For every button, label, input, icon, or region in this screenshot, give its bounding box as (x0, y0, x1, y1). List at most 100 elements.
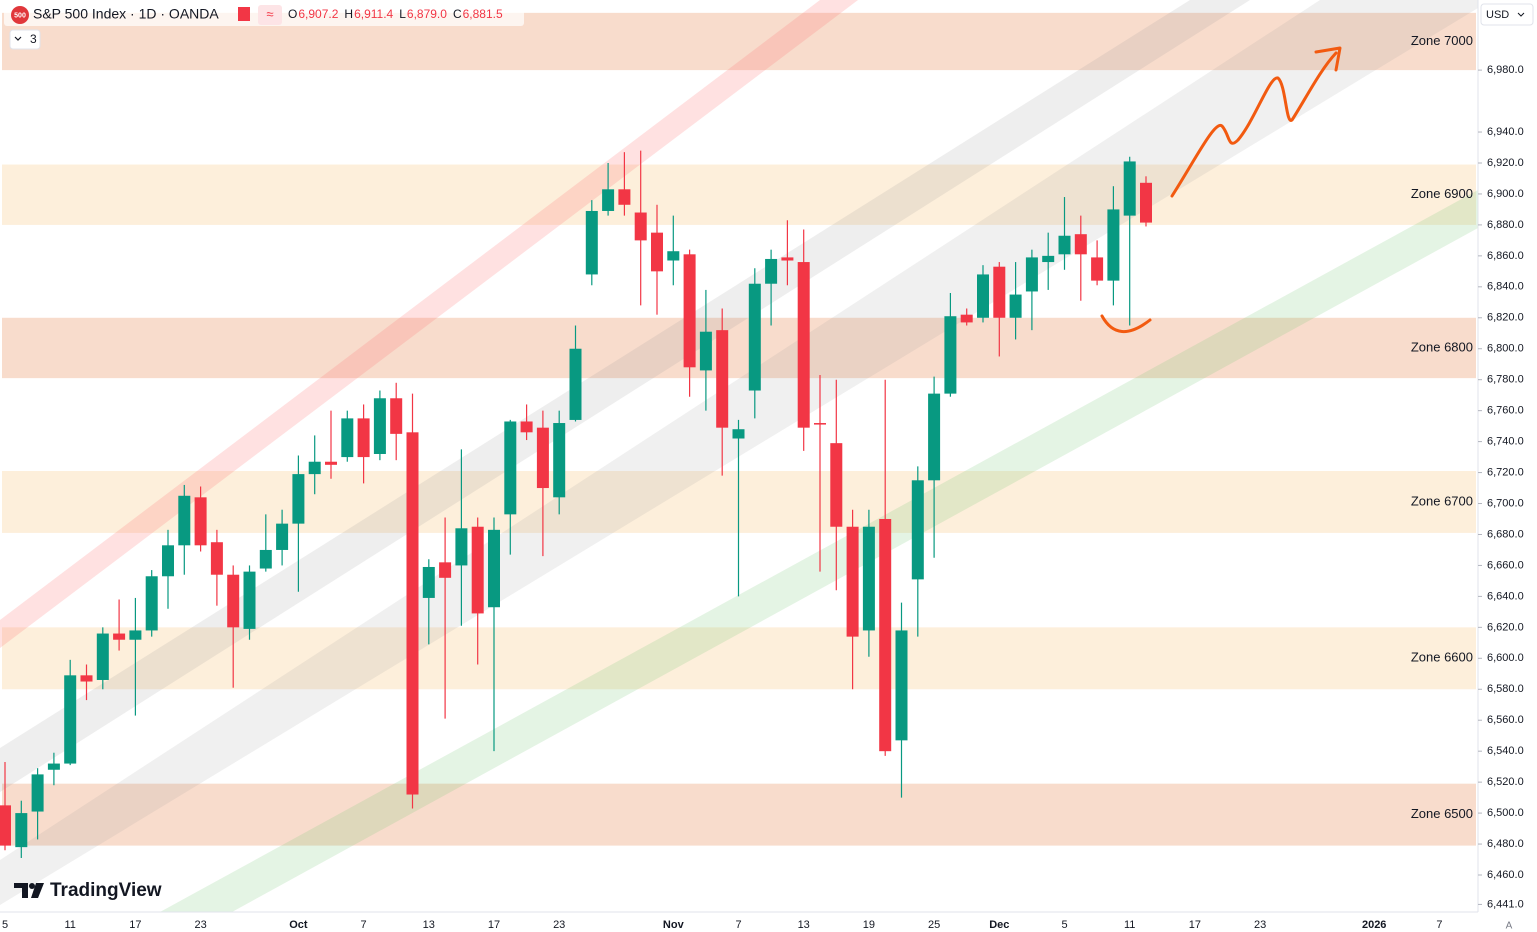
x-tick-label: 13 (423, 919, 435, 931)
candle-body (308, 461, 321, 475)
candle-body (1058, 235, 1071, 255)
indicators-toggle[interactable] (9, 29, 41, 50)
brand-glyph (29, 883, 35, 889)
candle-body (960, 314, 973, 323)
zone-band (2, 317, 1476, 379)
candle-body (455, 528, 468, 566)
zone-label: Zone 6500 (1411, 806, 1473, 821)
candle-body (276, 523, 289, 550)
y-tick-label: 6,780.0 (1487, 374, 1524, 386)
candle-body (243, 571, 256, 629)
brand-glyph (14, 883, 28, 898)
candle-body (162, 545, 174, 577)
drawings (1100, 46, 1342, 334)
x-tick-label: 17 (129, 919, 141, 931)
candle-body (325, 461, 337, 465)
time-axis (0, 912, 1537, 932)
ohlc-key: H (344, 7, 353, 21)
x-tick-label: 11 (64, 919, 75, 931)
y-tick-label: 6,500.0 (1487, 807, 1524, 819)
y-tick-label: 6,720.0 (1487, 466, 1524, 478)
x-tick-label: 5 (1061, 919, 1067, 931)
indicator-icon[interactable] (258, 5, 282, 25)
zone-band (2, 164, 1476, 225)
candle-body (113, 633, 126, 640)
ohlc-key: O (288, 7, 297, 21)
zone-label: Zone 6900 (1411, 186, 1473, 201)
y-tick-label: 6,860.0 (1487, 250, 1524, 262)
candle-body (80, 675, 93, 682)
candle-body (373, 398, 386, 454)
candle-body (210, 542, 223, 575)
zone-label: Zone 7000 (1411, 33, 1473, 48)
x-tick-label: 7 (361, 919, 367, 931)
auto-scale[interactable]: A (1506, 921, 1513, 932)
chevron (1517, 12, 1525, 17)
candle-body (227, 574, 240, 628)
x-tick-label: 23 (553, 919, 565, 931)
x-tick-label: 19 (863, 919, 875, 931)
y-tick-label: 6,760.0 (1487, 405, 1524, 417)
candle-body (357, 418, 370, 458)
y-tick-label: 6,820.0 (1487, 312, 1524, 324)
y-tick-label: 6,940.0 (1487, 126, 1524, 138)
candle-body (651, 232, 663, 272)
candle-body (1009, 294, 1022, 318)
y-tick-label: 6,520.0 (1487, 776, 1524, 788)
green-channel (160, 190, 1478, 912)
candle-body (520, 421, 533, 433)
brand-glyph (31, 883, 44, 898)
candle-body (64, 675, 77, 764)
gray-channel (0, 0, 1250, 792)
zone-band (2, 627, 1476, 690)
candle-body (553, 423, 566, 498)
y-tick-label: 6,540.0 (1487, 745, 1524, 757)
brand-name: TradingView (50, 880, 162, 901)
candle-body (1042, 255, 1055, 263)
y-tick-label: 6,900.0 (1487, 188, 1524, 200)
arrow-drawing (1170, 51, 1338, 198)
ohlc-value: 6,911.4 (354, 7, 393, 21)
candles (0, 150, 1152, 858)
candle-body (993, 266, 1006, 318)
indicator-icon-glyph: ≈ (266, 6, 273, 21)
symbol-title[interactable]: S&P 500 Index · 1D · OANDA (33, 6, 219, 22)
indicators-count: 3 (30, 32, 37, 46)
arrow-head (1314, 46, 1342, 72)
y-tick-label: 6,620.0 (1487, 621, 1524, 633)
y-tick-label: 6,460.0 (1487, 869, 1524, 881)
candle-body (569, 348, 582, 420)
axes: 6,980.0 6,940.0 6,920.0 6,900.0 6,880.0 6,860… (2, 64, 1524, 931)
y-tick-label: 6,660.0 (1487, 559, 1524, 571)
candle-body (781, 257, 794, 261)
candle-body (716, 330, 729, 428)
y-tick-label: 6,980.0 (1487, 64, 1524, 76)
x-tick-label: Nov (663, 919, 685, 931)
candle-body (765, 258, 778, 284)
candle-body (439, 562, 452, 578)
candle-body (1091, 257, 1104, 281)
candle-body (748, 283, 761, 391)
candle-body (585, 210, 598, 275)
candle-body (488, 529, 500, 608)
candle-body (830, 443, 843, 527)
candle-body (618, 189, 631, 205)
currency-button[interactable] (1480, 3, 1534, 26)
candle-body (928, 393, 941, 481)
candle-body (536, 427, 549, 489)
y-tick-label: 6,920.0 (1487, 157, 1524, 169)
x-tick-label: 2026 (1362, 919, 1386, 931)
price-axis (1478, 0, 1537, 932)
zone-band (2, 783, 1476, 846)
y-tick-label: 6,680.0 (1487, 528, 1524, 540)
candle-body (1074, 234, 1087, 255)
flag-icon[interactable] (238, 7, 250, 21)
candle-body (406, 432, 419, 795)
candle-body (634, 212, 647, 241)
symbol-logo[interactable] (11, 6, 29, 24)
candle-body (504, 421, 517, 515)
red-channel (0, 0, 858, 648)
ohlc-value: 6,907.2 (298, 7, 338, 21)
